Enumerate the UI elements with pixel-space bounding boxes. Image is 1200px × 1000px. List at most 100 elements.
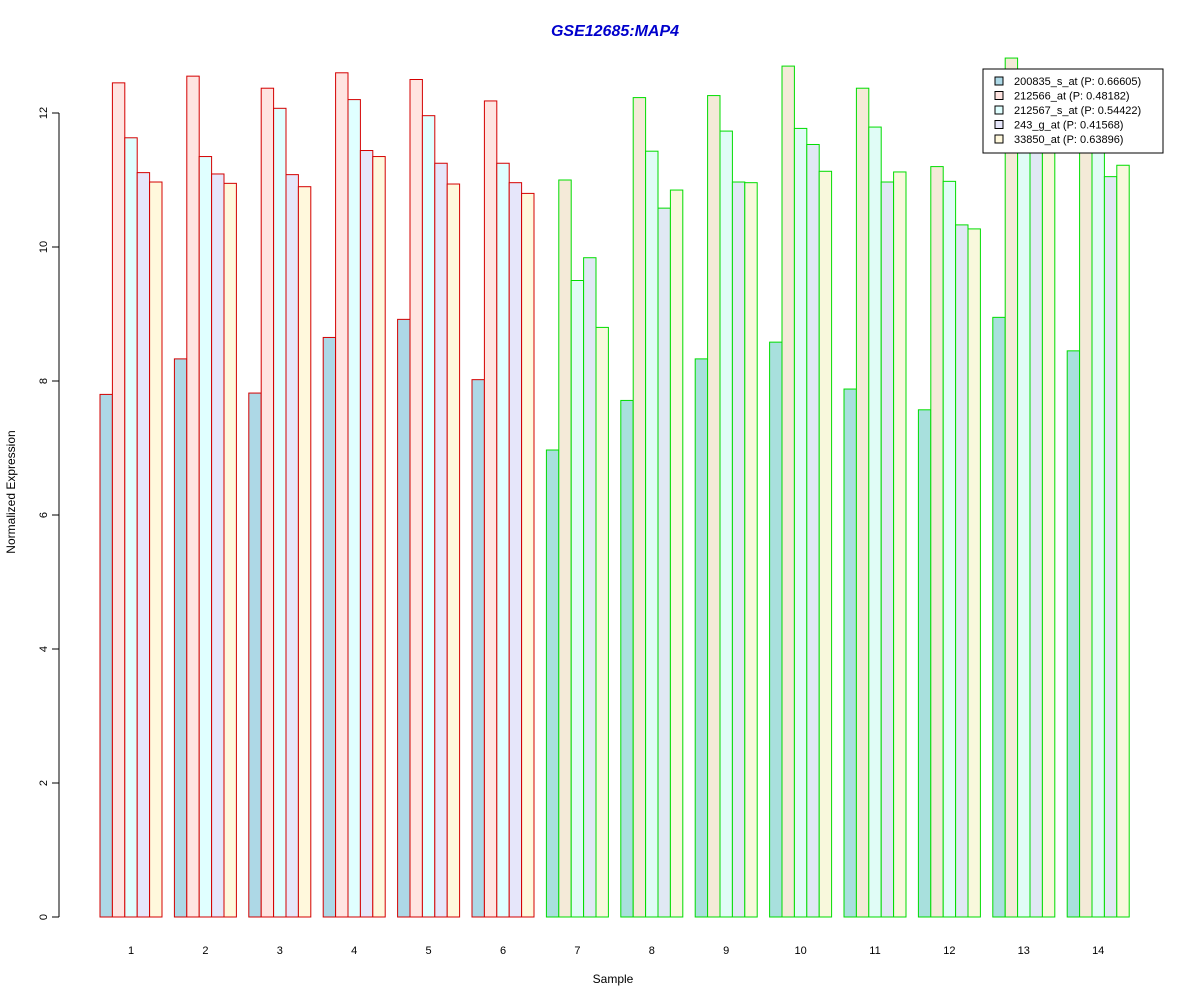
- legend-swatch: [994, 91, 1004, 100]
- bar: [260, 87, 275, 918]
- legend-swatch: [994, 120, 1004, 129]
- bar: [124, 137, 138, 918]
- bar: [570, 280, 585, 918]
- bar: [942, 180, 957, 918]
- legend: 200835_s_at (P: 0.66605) 212566_at (P: 0.…: [982, 68, 1164, 154]
- legend-entry: 33850_at (P: 0.63896): [1014, 134, 1123, 146]
- bar: [173, 358, 188, 918]
- bar: [955, 224, 969, 918]
- bar: [744, 182, 758, 918]
- bar: [446, 183, 461, 918]
- x-tick-label: 11: [869, 945, 880, 957]
- bar: [917, 409, 932, 918]
- y-axis: 0 2 4 6 8 10 12: [38, 107, 60, 920]
- bar: [583, 257, 597, 918]
- bar: [223, 182, 237, 918]
- y-tick-label: 12: [38, 107, 50, 119]
- bar: [781, 65, 795, 918]
- bar: [397, 318, 411, 918]
- legend-entry: 200835_s_at (P: 0.66605): [1014, 76, 1141, 88]
- legend-entry: 212567_s_at (P: 0.54422): [1014, 105, 1141, 117]
- y-axis-label: Normalized Expression: [4, 430, 18, 553]
- bar: [620, 399, 634, 918]
- bar: [297, 186, 312, 918]
- bar: [893, 171, 907, 918]
- bar: [1041, 146, 1056, 918]
- bar: [496, 162, 510, 918]
- bar: [483, 100, 498, 918]
- x-tick-label: 5: [426, 945, 432, 957]
- bar: [359, 150, 374, 918]
- bar: [211, 173, 225, 918]
- bar: [967, 228, 981, 918]
- bar: [186, 75, 200, 918]
- y-tick-label: 2: [38, 780, 50, 786]
- bar: [657, 207, 671, 918]
- x-axis-label: Sample: [593, 972, 634, 986]
- bar: [930, 166, 944, 918]
- x-tick-label: 3: [277, 945, 283, 957]
- bar: [1004, 57, 1019, 918]
- bar: [719, 130, 733, 918]
- x-tick-label: 8: [649, 945, 655, 957]
- y-tick-label: 8: [38, 378, 50, 384]
- x-tick-label: 9: [723, 945, 729, 957]
- bar: [731, 181, 746, 918]
- bar: [508, 182, 523, 918]
- y-tick-label: 0: [38, 914, 50, 920]
- bar: [421, 115, 436, 918]
- x-tick-label: 6: [500, 945, 506, 957]
- bar: [1103, 176, 1118, 918]
- bar: [521, 192, 535, 918]
- legend-entry: 212566_at (P: 0.48182): [1014, 91, 1130, 103]
- legend-entry: 243_g_at (P: 0.41568): [1014, 120, 1123, 132]
- y-tick-label: 4: [38, 646, 50, 652]
- bar: [992, 316, 1006, 918]
- x-tick-label: 4: [351, 945, 357, 957]
- bar: [198, 156, 213, 918]
- bar: [806, 143, 820, 918]
- bar: [595, 326, 609, 918]
- bar: [1029, 139, 1043, 918]
- bar: [322, 336, 337, 918]
- bar: [248, 392, 262, 918]
- x-tick-label: 1: [128, 945, 134, 957]
- bar: [273, 107, 287, 918]
- legend-swatch: [994, 76, 1004, 86]
- x-tick-label: 7: [574, 945, 580, 957]
- bar: [136, 172, 151, 918]
- bar: [645, 150, 659, 918]
- bar: [335, 72, 349, 918]
- legend-swatch: [994, 105, 1004, 115]
- x-axis-ticks: 1 2 3 4 5 6 7 8 9 10 11 12 13 14: [128, 945, 1104, 957]
- bar: [843, 388, 857, 918]
- bar: [880, 181, 895, 918]
- bar: [818, 170, 833, 918]
- legend-swatch: [994, 134, 1004, 144]
- x-tick-label: 10: [794, 945, 806, 957]
- bar: [632, 97, 647, 918]
- bar: [149, 181, 163, 918]
- y-tick-label: 10: [38, 241, 50, 253]
- bar: [285, 174, 299, 918]
- bar: [1079, 142, 1093, 918]
- chart-title: GSE12685:MAP4: [551, 23, 679, 40]
- bars: [99, 57, 1130, 918]
- bar: [99, 393, 113, 918]
- bar: [1091, 142, 1105, 918]
- x-tick-label: 13: [1018, 945, 1030, 957]
- bar: [1116, 164, 1130, 918]
- bar: [793, 127, 808, 918]
- bar: [111, 82, 126, 918]
- bar: [1017, 119, 1031, 918]
- bar: [694, 358, 709, 918]
- bar: [347, 99, 361, 918]
- x-tick-label: 12: [943, 945, 955, 957]
- bar: [707, 95, 721, 918]
- bar: [372, 156, 386, 918]
- y-tick-label: 6: [38, 512, 50, 518]
- bar: [669, 189, 684, 918]
- bar: [434, 162, 448, 918]
- bar: [769, 341, 783, 918]
